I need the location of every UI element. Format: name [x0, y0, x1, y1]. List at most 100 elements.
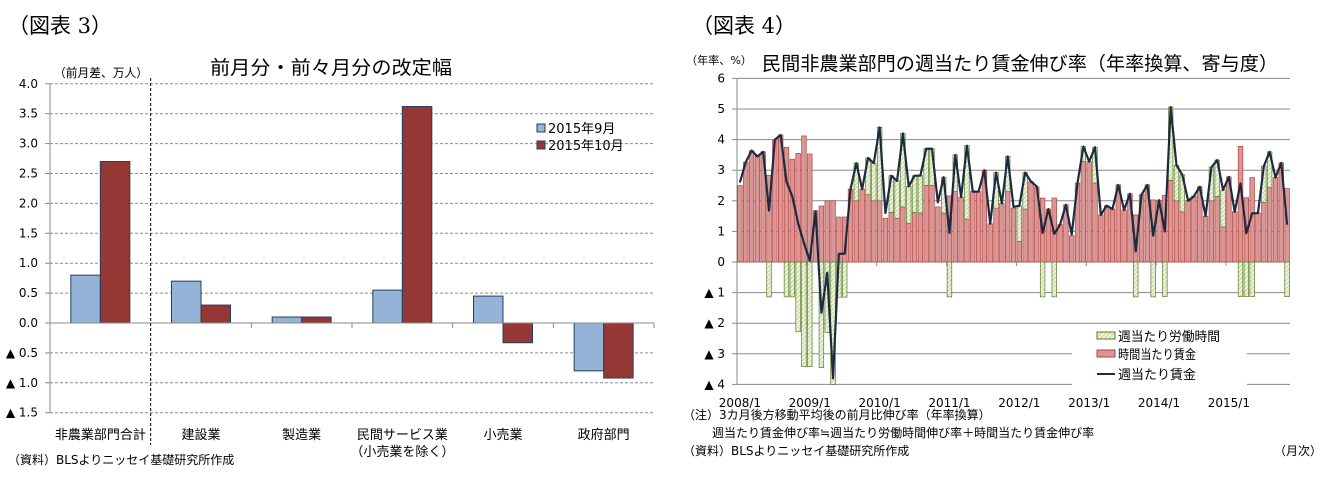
bar-hourly-wage	[929, 185, 935, 263]
legend-swatch-oct	[536, 140, 546, 150]
bar-weekly-hours	[1016, 205, 1022, 242]
bar-hourly-wage	[993, 207, 999, 263]
bar-hourly-wage	[1080, 161, 1087, 263]
bar-hourly-wage	[935, 206, 941, 263]
y-tick-label: ▲ 2	[704, 316, 725, 330]
bar-weekly-hours	[1039, 261, 1046, 298]
bar-hourly-wage	[1232, 211, 1238, 263]
legend-swatch-hourly-wage	[1096, 349, 1116, 358]
weekly-wage-growth-chart: （年率、%） 民間非農業部門の週当たり賃金伸び率（年率換算、寄与度） 6 5 4 3 2…	[686, 53, 1290, 410]
bar-hourly-wage	[818, 205, 825, 263]
bar-hourly-wage	[1220, 226, 1226, 263]
bar-series-2	[200, 304, 231, 324]
bar-series-1	[372, 289, 403, 324]
y-tick-label: ▲ 4	[704, 377, 725, 391]
bar-series-1	[473, 295, 504, 324]
bar-hourly-wage	[853, 200, 859, 263]
bar-hourly-wage	[824, 200, 830, 263]
bar-hourly-wage	[1103, 205, 1110, 263]
bar-hourly-wage	[748, 150, 755, 263]
bar-hourly-wage	[1173, 200, 1180, 263]
bar-weekly-hours	[1150, 261, 1156, 298]
bar-hourly-wage	[1057, 224, 1063, 263]
y-tick-label: 5	[717, 102, 725, 116]
bar-hourly-wage	[1016, 241, 1022, 263]
bar-weekly-hours	[818, 261, 825, 368]
y-tick-label: 0	[717, 255, 725, 269]
bar-weekly-hours	[1162, 261, 1168, 297]
bar-weekly-hours	[1249, 261, 1255, 297]
bar-weekly-hours	[1243, 261, 1250, 297]
bar-weekly-hours	[1237, 261, 1244, 297]
bar-weekly-hours	[911, 175, 918, 213]
bar-weekly-hours	[1220, 189, 1226, 228]
bar-hourly-wage	[1168, 179, 1174, 263]
category-label: 製造業	[282, 427, 321, 443]
bar-hourly-wage	[1202, 215, 1209, 263]
bar-weekly-hours	[894, 180, 900, 219]
bar-weekly-hours	[783, 261, 790, 298]
bar-weekly-hours	[807, 261, 813, 368]
bar-hourly-wage	[743, 161, 749, 263]
y-axis-unit-label: （年率、%）	[686, 53, 752, 67]
x-tick-label: 2015/1	[1208, 396, 1250, 410]
category-label: 政府部門	[578, 428, 630, 443]
bar-weekly-hours	[1284, 261, 1290, 297]
figure-4-note-2: 週当たり賃金伸び率≒週当たり労働時間伸び率＋時間当たり賃金伸び率	[712, 426, 1095, 440]
category-label: 小売業	[483, 427, 522, 443]
x-tick-label: 2009/1	[789, 396, 831, 410]
bar-series-1	[271, 316, 303, 324]
bar-hourly-wage	[970, 191, 976, 263]
y-tick-label: 1.5	[19, 226, 38, 240]
y-tick-label: ▲ 3	[704, 347, 725, 361]
bar-weekly-hours	[946, 261, 953, 298]
bar-hourly-wage	[1086, 161, 1092, 263]
bar-weekly-hours	[842, 261, 848, 298]
bar-hourly-wage	[923, 185, 929, 263]
x-tick-label: 2012/1	[998, 396, 1040, 410]
bar-weekly-hours	[795, 261, 801, 333]
y-tick-label: ▲ 1.5	[6, 406, 38, 420]
bar-hourly-wage	[952, 191, 958, 263]
bar-series-2	[301, 316, 332, 324]
bar-hourly-wage	[1109, 208, 1116, 263]
bar-hourly-wage	[911, 212, 918, 263]
y-tick-label: ▲ 1.0	[6, 376, 38, 390]
legend-label-sep: 2015年9月	[548, 122, 615, 137]
bar-weekly-hours	[871, 162, 877, 202]
category-label: 建設業	[181, 427, 220, 443]
bar-hourly-wage	[789, 158, 795, 263]
bar-series-1	[171, 280, 202, 324]
y-axis-unit-label: （前月差、万人）	[54, 65, 148, 80]
bar-hourly-wage	[1255, 212, 1261, 263]
bar-hourly-wage	[1214, 196, 1220, 263]
x-axis-frequency-label: （月次）	[1274, 444, 1320, 458]
bar-hourly-wage	[906, 222, 912, 263]
figure-3-label: （図表 3）	[8, 14, 113, 38]
bar-hourly-wage	[876, 200, 883, 263]
bar-series-2	[99, 161, 131, 324]
legend-swatch-hours	[1096, 331, 1116, 340]
x-tick-label: 2011/1	[928, 396, 970, 410]
bar-hourly-wage	[795, 153, 801, 263]
category-label: 民間サービス業	[357, 427, 448, 443]
bar-hourly-wage	[871, 200, 877, 263]
bar-hourly-wage	[1069, 235, 1075, 263]
bar-hourly-wage	[964, 218, 970, 263]
y-tick-label: 0.5	[19, 286, 38, 300]
y-tick-label: 3.0	[19, 137, 38, 151]
bar-hourly-wage	[958, 196, 964, 263]
bar-hourly-wage	[859, 188, 865, 263]
bar-series-2	[401, 106, 433, 324]
legend-swatch-sep	[536, 123, 546, 133]
bar-weekly-hours	[1173, 164, 1180, 202]
bar-series-2	[603, 322, 634, 379]
y-tick-label: 6	[717, 71, 725, 85]
bar-hourly-wage	[1208, 200, 1215, 263]
bar-hourly-wage	[1121, 209, 1127, 263]
bar-hourly-wage	[754, 156, 761, 263]
figure-4-source: （資料）BLSよりニッセイ基礎研究所作成	[683, 444, 910, 458]
bar-hourly-wage	[1185, 200, 1191, 263]
bar-hourly-wage	[894, 217, 900, 263]
bar-hourly-wage	[888, 212, 894, 263]
